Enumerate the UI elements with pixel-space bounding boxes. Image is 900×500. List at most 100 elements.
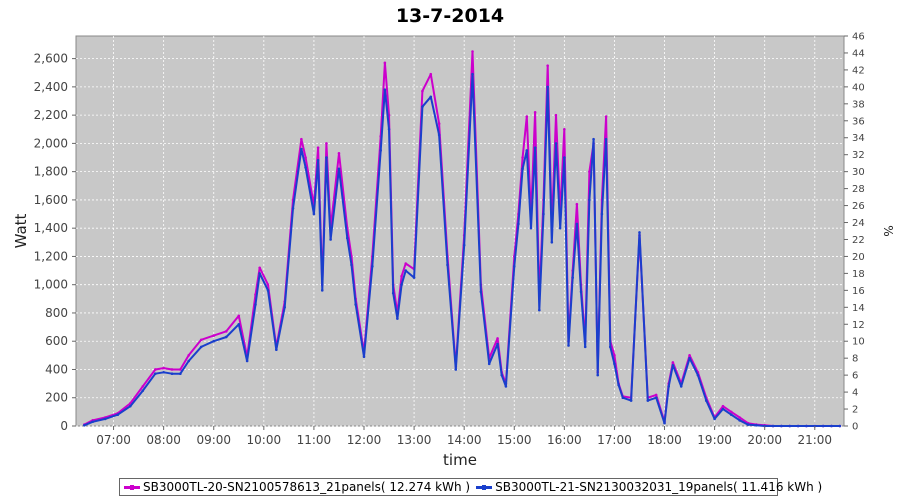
series-2-point-23 [304,166,307,169]
y2-tick-label-16: 32 [852,150,865,161]
x-tick-label-4: 11:00 [297,433,332,447]
series-2-point-0 [83,423,86,427]
y-axis-left: 0 200 400 600 800 1,000 1,200 1,400 1,600 1,800 2,… [34,52,76,433]
series-1-point-12 [212,334,216,337]
series-2-point-95 [730,413,733,416]
series-1-point-36 [383,61,387,65]
series-2-point-28 [329,238,332,241]
legend-swatch-series-1 [124,484,140,490]
series-2-point-38 [391,291,395,295]
series-1-point-11 [199,338,203,342]
y2-tick-label-20: 40 [852,82,865,93]
y2-tick-label-9: 18 [852,269,865,280]
series-2-point-94 [721,407,725,411]
series-2-point-91 [696,373,700,377]
series-2-point-34 [371,265,374,268]
series-2-point-17 [258,272,261,275]
x-tick-label-10: 17:00 [597,433,632,447]
y-tick-label-1: 200 [45,391,68,405]
series-1-point-57 [521,156,524,159]
series-2-point-12 [212,339,216,343]
series-2-point-14 [237,322,241,326]
series-2-point-2 [103,417,107,421]
y-tick-label-5: 1,000 [34,278,68,292]
series-1-point-9 [179,368,182,371]
y2-tick-label-4: 8 [852,354,858,365]
series-1-point-17 [258,266,261,270]
series-2-point-58 [525,149,529,152]
series-2-point-107 [830,424,833,428]
series-1-point-22 [300,137,303,141]
series-2-point-47 [454,368,458,371]
series-1-point-43 [421,89,424,93]
series-2-point-84 [646,399,650,402]
legend-swatch-series-2 [476,484,493,490]
series-1-point-29 [337,151,341,155]
y2-tick-label-15: 30 [852,167,865,178]
series-2-point-76 [600,212,604,216]
series-2-point-31 [350,263,353,267]
series-2-point-37 [387,127,391,131]
x-tick-label-5: 12:00 [347,433,382,447]
y2-tick-label-11: 22 [852,235,865,246]
series-2-point-27 [325,156,328,159]
series-2-point-87 [667,385,670,388]
x-axis: 07:00 08:00 09:00 10:00 11:00 12:00 13:00 14:00… [96,426,832,447]
x-axis-label: time [443,451,477,469]
series-2-point-101 [780,424,783,428]
series-2-point-22 [300,147,303,151]
series-2-point-4 [128,404,132,408]
series-2-point-71 [579,290,583,294]
series-2-point-59 [529,226,533,230]
series-2-point-89 [679,385,683,388]
series-2-point-7 [162,371,165,374]
series-1-point-52 [496,337,499,340]
y2-tick-label-3: 6 [852,371,858,382]
series-1-point-95 [730,410,733,414]
series-2-point-66 [558,226,562,230]
series-1-point-63 [546,64,549,67]
y2-tick-label-14: 28 [852,184,865,195]
series-2-point-39 [396,317,399,320]
series-2-point-33 [362,355,366,359]
series-2-point-13 [224,335,228,339]
x-tick-label-3: 10:00 [247,433,282,447]
y-axis-label: Watt [12,213,30,248]
x-tick-label-9: 16:00 [547,433,582,447]
series-2-point-8 [170,372,174,376]
series-2-point-15 [245,359,249,363]
series-1-point-94 [721,404,725,408]
series-1-point-90 [688,354,691,357]
series-2-point-24 [312,212,316,216]
legend-item-series-2: SB3000TL-21-SN2130032031_19panels( 11.41… [476,480,822,494]
series-2-point-36 [383,88,387,91]
y-tick-label-13: 2,600 [34,52,68,66]
series-2-point-60 [533,146,537,149]
series-1-point-18 [266,283,270,286]
series-2-point-75 [596,373,600,377]
series-1-point-27 [325,142,328,145]
y2-tick-label-18: 36 [852,116,865,127]
y2-axis-label: % [881,225,895,236]
series-2-point-73 [588,198,591,202]
series-2-point-53 [500,373,504,377]
series-2-point-103 [796,424,800,428]
series-2-point-25 [316,159,320,162]
series-2-point-86 [663,421,666,425]
y-tick-label-4: 800 [45,306,68,320]
chart-title: 13-7-2014 [396,5,504,27]
x-tick-label-0: 07:00 [96,433,131,447]
series-2-point-83 [638,231,641,234]
series-1-point-40 [400,274,403,278]
series-2-point-77 [604,137,608,141]
series-2-point-21 [291,207,295,210]
y-tick-label-11: 2,200 [34,108,68,122]
series-2-point-11 [199,345,203,349]
series-2-point-1 [91,420,94,424]
grid-lines [76,36,844,427]
series-2-point-32 [354,303,357,306]
plot-area [75,35,845,427]
series-2-point-18 [266,289,270,292]
legend-label-series-2: SB3000TL-21-SN2130032031_19panels( 11.41… [495,480,823,494]
y2-tick-label-1: 2 [852,405,858,416]
